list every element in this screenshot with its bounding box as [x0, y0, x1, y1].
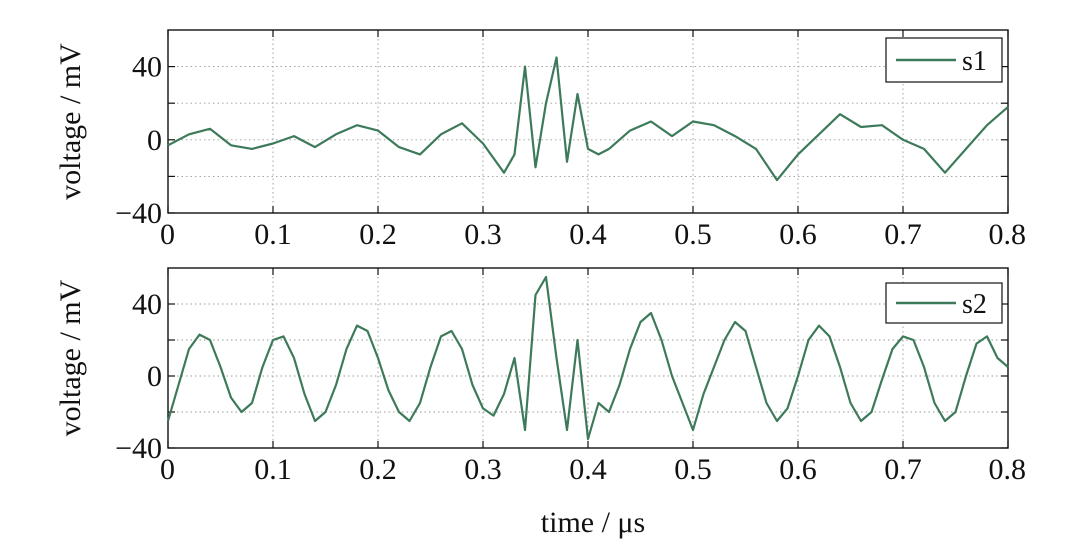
y-tick-labels: −40 0 40 — [115, 51, 162, 230]
x-tick-label: 0.1 — [254, 453, 292, 486]
y-tick-label: 40 — [132, 51, 162, 84]
x-tick-labels: 0 0.1 0.2 0.3 0.4 0.5 0.6 0.7 0.8 — [160, 218, 1026, 251]
x-tick-label: 0.2 — [359, 218, 397, 251]
x-tick-label: 0.7 — [884, 218, 922, 251]
legend: s1 — [885, 37, 1003, 83]
grid — [168, 30, 1008, 213]
series-line-s2 — [166, 275, 1009, 441]
x-tick-labels: 0 0.1 0.2 0.3 0.4 0.5 0.6 0.7 0.8 — [160, 453, 1026, 486]
x-tick-label: 0.8 — [989, 453, 1027, 486]
x-tick-label: 0.6 — [779, 218, 817, 251]
x-tick-label: 0.6 — [779, 453, 817, 486]
legend-label-s1: s1 — [962, 46, 987, 77]
x-tick-label: 0.5 — [674, 453, 712, 486]
axis-ticks — [167, 30, 1009, 214]
y-tick-label: −40 — [115, 197, 162, 230]
x-tick-label: 0.4 — [569, 453, 607, 486]
y-tick-label: 0 — [147, 124, 162, 157]
y-axis-label: voltage / mV — [54, 279, 87, 436]
x-tick-label: 0 — [160, 218, 175, 251]
y-tick-label: −40 — [115, 432, 162, 465]
x-tick-label: 0.2 — [359, 453, 397, 486]
x-tick-label: 0.1 — [254, 218, 292, 251]
x-axis-label: time / μs — [541, 506, 645, 539]
grid — [168, 268, 1008, 448]
axis-ticks — [167, 268, 1009, 449]
x-tick-label: 0.7 — [884, 453, 922, 486]
y-axis-label: voltage / mV — [54, 43, 87, 200]
x-tick-label: 0.4 — [569, 218, 607, 251]
y-tick-label: 0 — [147, 360, 162, 393]
x-tick-label: 0 — [160, 453, 175, 486]
x-tick-label: 0.5 — [674, 218, 712, 251]
x-tick-label: 0.8 — [989, 218, 1027, 251]
y-tick-label: 40 — [132, 288, 162, 321]
y-tick-labels: −40 0 40 — [115, 288, 162, 465]
x-tick-label: 0.3 — [464, 218, 502, 251]
legend: s2 — [885, 282, 1003, 324]
legend-label-s2: s2 — [962, 289, 987, 320]
series-line-s1 — [167, 56, 1009, 182]
x-tick-label: 0.3 — [464, 453, 502, 486]
